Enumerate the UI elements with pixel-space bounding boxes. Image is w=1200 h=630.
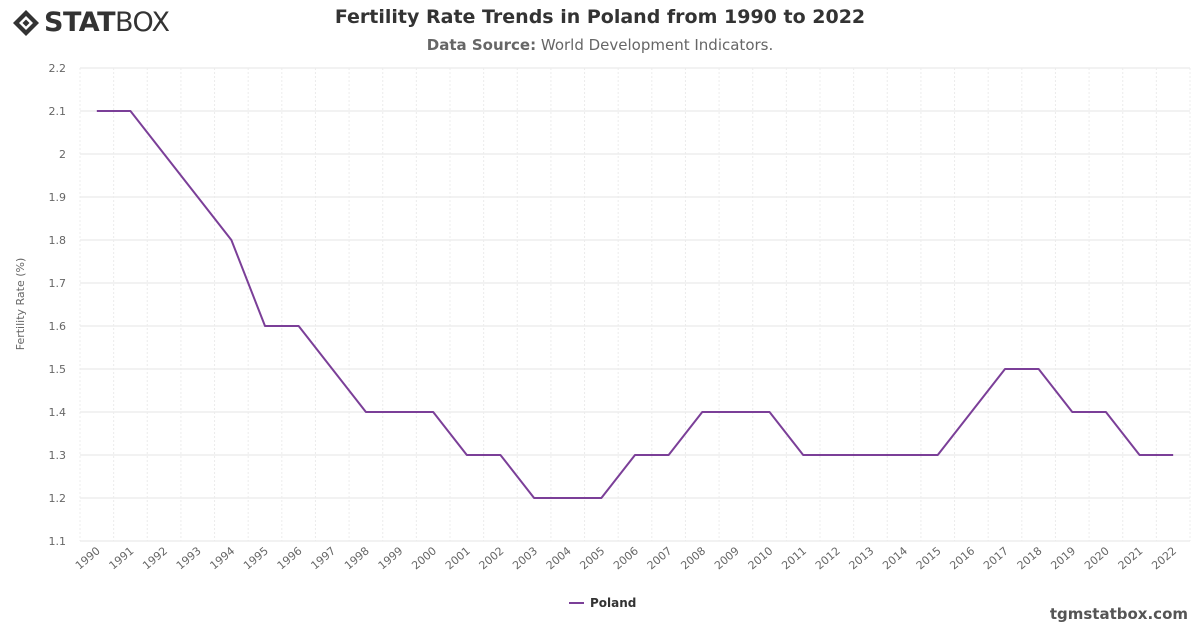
y-axis-label: Fertility Rate (%) bbox=[14, 258, 27, 351]
x-tick-label: 2021 bbox=[1116, 544, 1146, 572]
x-tick-label: 1995 bbox=[241, 544, 271, 572]
x-tick-label: 2007 bbox=[645, 544, 675, 572]
logo-wordmark: STATBOX bbox=[44, 8, 170, 38]
x-tick-label: 2019 bbox=[1048, 544, 1078, 572]
x-tick-label: 1996 bbox=[275, 544, 305, 572]
y-tick-label: 1.7 bbox=[49, 277, 67, 290]
x-tick-label: 2000 bbox=[409, 544, 439, 572]
x-tick-label: 1997 bbox=[308, 544, 338, 572]
logo-text-bold: STAT bbox=[44, 7, 115, 38]
series-lines bbox=[96, 110, 1174, 499]
x-tick-label: 2018 bbox=[1015, 544, 1045, 572]
y-tick-label: 1.9 bbox=[49, 191, 67, 204]
x-tick-label: 2009 bbox=[712, 544, 742, 572]
x-tick-label: 1999 bbox=[376, 544, 406, 572]
x-tick-label: 2008 bbox=[678, 544, 708, 572]
statbox-logo[interactable]: STATBOX bbox=[12, 8, 170, 38]
x-tick-label: 2011 bbox=[779, 544, 809, 572]
footer-site-url[interactable]: tgmstatbox.com bbox=[1049, 605, 1188, 623]
chart-title: Fertility Rate Trends in Poland from 199… bbox=[334, 6, 866, 28]
y-tick-label: 1.1 bbox=[49, 535, 67, 548]
x-tick-label: 1992 bbox=[140, 544, 170, 572]
legend-label-poland: Poland bbox=[590, 596, 636, 610]
y-tick-label: 1.8 bbox=[49, 234, 67, 247]
chart-subtitle: Data Source: World Development Indicator… bbox=[0, 36, 1200, 54]
y-tick-label: 2.1 bbox=[49, 105, 67, 118]
x-tick-label: 1991 bbox=[107, 544, 137, 572]
y-tick-label: 2.2 bbox=[49, 62, 67, 75]
x-tick-label: 2002 bbox=[477, 544, 507, 572]
x-tick-label: 2010 bbox=[746, 544, 776, 572]
x-tick-label: 2013 bbox=[847, 544, 877, 572]
x-tick-label: 2014 bbox=[880, 544, 910, 572]
legend[interactable]: Poland bbox=[569, 596, 636, 610]
x-tick-label: 2003 bbox=[510, 544, 540, 572]
x-tick-label: 1994 bbox=[207, 544, 237, 572]
series-line-poland[interactable] bbox=[96, 110, 1174, 499]
x-tick-label: 2006 bbox=[611, 544, 641, 572]
y-tick-label: 1.5 bbox=[49, 363, 67, 376]
x-tick-label: 2015 bbox=[914, 544, 944, 572]
source-value: World Development Indicators. bbox=[540, 36, 774, 54]
y-tick-label: 1.3 bbox=[49, 449, 67, 462]
x-tick-label: 1990 bbox=[73, 544, 103, 572]
grid-lines bbox=[79, 67, 1191, 542]
x-tick-label: 2004 bbox=[544, 544, 574, 572]
x-axis-ticks: 1990 1991 1992 1993 1994 1995 1996 1997 1998 1999… bbox=[73, 544, 1179, 572]
y-tick-label: 2 bbox=[59, 148, 66, 161]
y-axis-ticks: 1.1 1.2 1.3 1.4 1.5 1.6 1.7 1.8 1.9 2 2.1 2.2 bbox=[49, 62, 67, 548]
logo-text-light: BOX bbox=[114, 7, 170, 38]
y-tick-label: 1.2 bbox=[49, 492, 67, 505]
statbox-logo-icon bbox=[13, 10, 39, 36]
x-tick-label: 2001 bbox=[443, 544, 473, 572]
x-tick-label: 1998 bbox=[342, 544, 372, 572]
x-tick-label: 2016 bbox=[947, 544, 977, 572]
x-tick-label: 2005 bbox=[577, 544, 607, 572]
y-tick-label: 1.4 bbox=[49, 406, 67, 419]
x-tick-label: 2017 bbox=[981, 544, 1011, 572]
x-tick-label: 2012 bbox=[813, 544, 843, 572]
x-tick-label: 1993 bbox=[174, 544, 204, 572]
x-tick-label: 2020 bbox=[1082, 544, 1112, 572]
source-label: Data Source: bbox=[426, 36, 537, 54]
x-tick-label: 2022 bbox=[1149, 544, 1179, 572]
y-tick-label: 1.6 bbox=[49, 320, 67, 333]
